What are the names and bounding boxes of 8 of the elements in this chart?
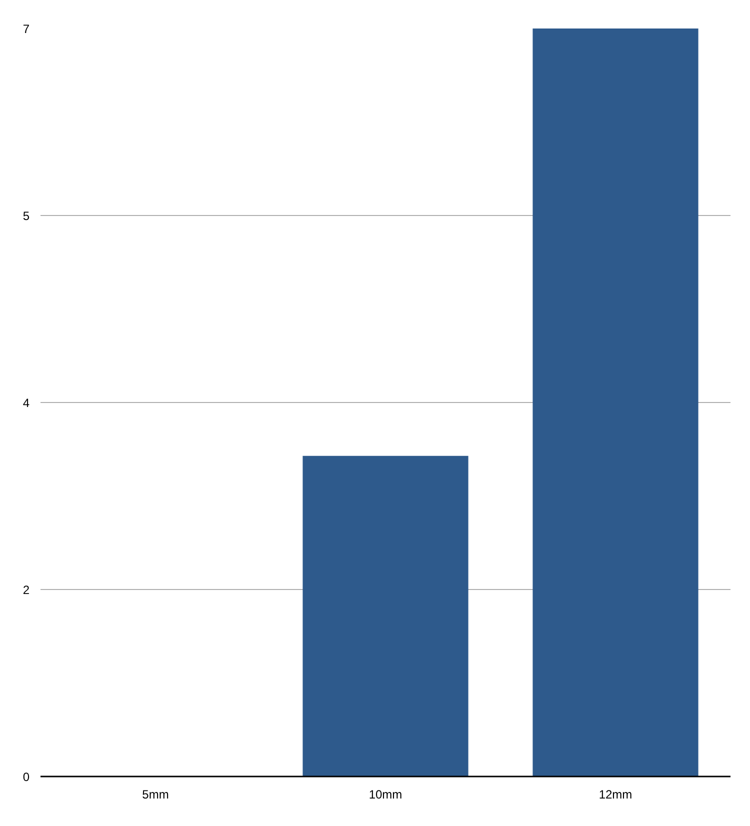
y-tick-label: 5 (22, 209, 30, 223)
y-tick-label: 7 (22, 22, 30, 36)
x-tick-label: 10mm (368, 788, 402, 802)
y-tick-label: 4 (22, 396, 30, 410)
x-tick-label: 12mm (598, 788, 632, 802)
y-tick-label: 2 (22, 583, 30, 597)
x-tick-label: 5mm (142, 788, 169, 802)
y-tick-label: 0 (22, 770, 30, 784)
